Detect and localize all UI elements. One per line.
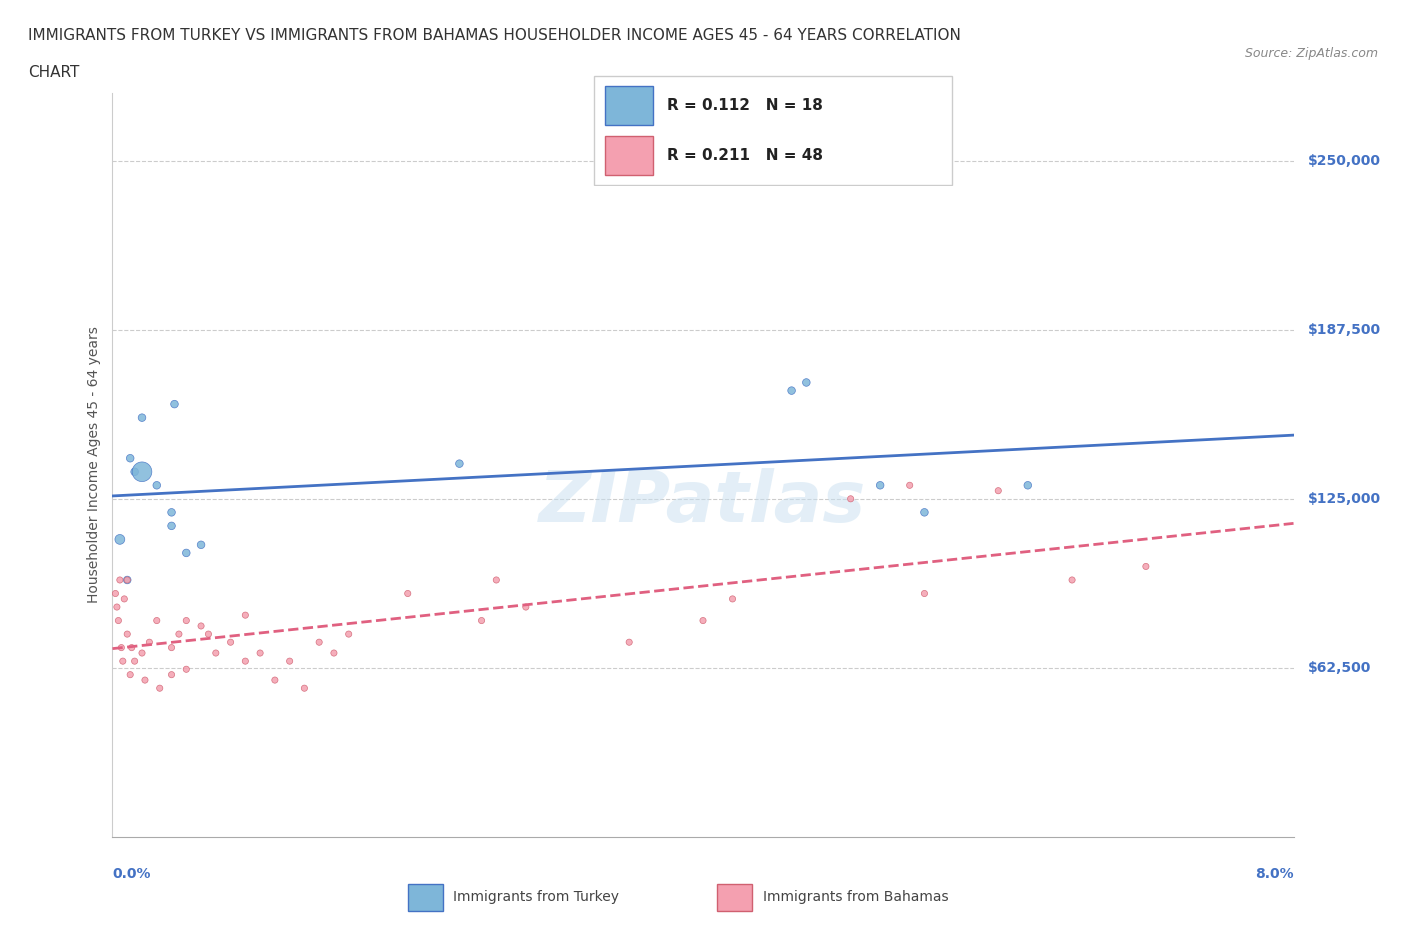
Text: R = 0.211   N = 48: R = 0.211 N = 48 bbox=[668, 149, 824, 164]
Point bbox=[721, 591, 744, 606]
Point bbox=[987, 484, 1010, 498]
Text: 0.0%: 0.0% bbox=[112, 867, 150, 881]
Point bbox=[160, 518, 183, 533]
Point bbox=[131, 464, 153, 479]
Text: $250,000: $250,000 bbox=[1309, 153, 1381, 167]
Point bbox=[337, 627, 360, 642]
Point bbox=[108, 573, 131, 588]
Point bbox=[396, 586, 419, 601]
Point bbox=[796, 375, 818, 390]
Y-axis label: Householder Income Ages 45 - 64 years: Householder Income Ages 45 - 64 years bbox=[87, 326, 101, 604]
Bar bbox=[408, 884, 443, 911]
Point bbox=[190, 618, 212, 633]
Point bbox=[292, 681, 315, 696]
Point bbox=[780, 383, 803, 398]
Point bbox=[515, 600, 537, 615]
Bar bbox=[605, 136, 652, 175]
Text: $62,500: $62,500 bbox=[1309, 661, 1372, 675]
Point bbox=[174, 662, 197, 677]
Point bbox=[120, 667, 142, 682]
Point bbox=[108, 532, 131, 547]
Text: Source: ZipAtlas.com: Source: ZipAtlas.com bbox=[1244, 46, 1378, 60]
Point bbox=[233, 654, 256, 669]
Point bbox=[1017, 478, 1039, 493]
Point bbox=[131, 410, 153, 425]
Point bbox=[692, 613, 714, 628]
Point bbox=[160, 640, 183, 655]
Point bbox=[914, 586, 936, 601]
Point bbox=[449, 457, 471, 472]
Point bbox=[233, 607, 256, 622]
Point bbox=[1135, 559, 1157, 574]
Point bbox=[160, 667, 183, 682]
Point bbox=[124, 464, 146, 479]
Bar bbox=[605, 86, 652, 125]
Point bbox=[134, 672, 156, 687]
Point bbox=[264, 672, 287, 687]
Point bbox=[149, 681, 172, 696]
Point bbox=[120, 451, 142, 466]
Point bbox=[105, 600, 128, 615]
Point bbox=[167, 627, 190, 642]
Point bbox=[471, 613, 494, 628]
Point bbox=[308, 635, 330, 650]
FancyBboxPatch shape bbox=[595, 75, 952, 185]
Point bbox=[117, 573, 138, 588]
Point bbox=[249, 645, 271, 660]
Text: R = 0.112   N = 18: R = 0.112 N = 18 bbox=[668, 99, 823, 113]
Point bbox=[131, 645, 153, 660]
Point bbox=[107, 613, 129, 628]
Point bbox=[323, 645, 346, 660]
Text: ZIPatlas: ZIPatlas bbox=[540, 468, 866, 537]
Point bbox=[205, 645, 228, 660]
Point bbox=[124, 654, 146, 669]
Text: Immigrants from Turkey: Immigrants from Turkey bbox=[453, 890, 620, 905]
Point bbox=[485, 573, 508, 588]
Point bbox=[121, 640, 143, 655]
Text: CHART: CHART bbox=[28, 65, 80, 80]
Point bbox=[174, 546, 197, 561]
Point bbox=[278, 654, 301, 669]
Point bbox=[839, 491, 862, 506]
Point bbox=[160, 505, 183, 520]
Point bbox=[146, 613, 169, 628]
Point bbox=[190, 538, 212, 552]
Point bbox=[174, 613, 197, 628]
Point bbox=[146, 478, 169, 493]
Point bbox=[219, 635, 242, 650]
Point bbox=[869, 478, 891, 493]
Point bbox=[104, 586, 127, 601]
Point bbox=[898, 478, 921, 493]
Point bbox=[110, 640, 132, 655]
Point bbox=[1062, 573, 1084, 588]
Text: Immigrants from Bahamas: Immigrants from Bahamas bbox=[762, 890, 949, 905]
Point bbox=[197, 627, 219, 642]
Text: IMMIGRANTS FROM TURKEY VS IMMIGRANTS FROM BAHAMAS HOUSEHOLDER INCOME AGES 45 - 6: IMMIGRANTS FROM TURKEY VS IMMIGRANTS FRO… bbox=[28, 28, 960, 43]
Point bbox=[163, 397, 186, 412]
Point bbox=[117, 627, 138, 642]
Point bbox=[914, 505, 936, 520]
Point bbox=[138, 635, 160, 650]
Text: $187,500: $187,500 bbox=[1309, 323, 1382, 337]
Text: $125,000: $125,000 bbox=[1309, 492, 1382, 506]
Bar bbox=[717, 884, 752, 911]
Text: 8.0%: 8.0% bbox=[1256, 867, 1294, 881]
Point bbox=[619, 635, 641, 650]
Point bbox=[117, 573, 138, 588]
Point bbox=[111, 654, 134, 669]
Point bbox=[112, 591, 135, 606]
